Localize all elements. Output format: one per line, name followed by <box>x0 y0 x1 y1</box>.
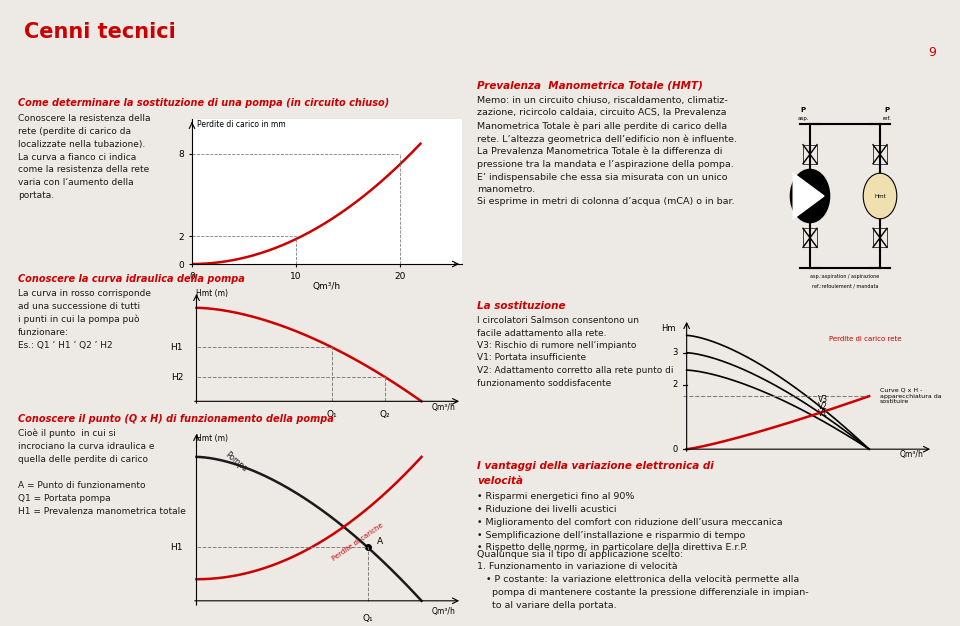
Text: V2: V2 <box>818 403 828 411</box>
Text: Curve Q x H -
apparecchiatura da
sostituire: Curve Q x H - apparecchiatura da sostitu… <box>880 388 942 404</box>
Text: Qm³/h: Qm³/h <box>431 403 455 412</box>
Text: I circolatori Salmson consentono un
facile adattamento alla rete.
V3: Rischio di: I circolatori Salmson consentono un faci… <box>477 316 674 387</box>
Text: Perdite di carico rete: Perdite di carico rete <box>829 336 901 342</box>
Text: Cenni tecnici: Cenni tecnici <box>24 23 176 43</box>
Text: Perdite di carico in mm: Perdite di carico in mm <box>198 120 286 130</box>
Text: Memo: in un circuito chiuso, riscaldamento, climatiz-
zazione, ricircolo caldaia: Memo: in un circuito chiuso, riscaldamen… <box>477 96 737 207</box>
Text: H1: H1 <box>171 543 183 552</box>
Text: Hmt: Hmt <box>875 193 886 198</box>
Text: Q₂: Q₂ <box>379 410 391 419</box>
Circle shape <box>790 170 829 223</box>
Circle shape <box>863 173 897 219</box>
Text: asp.: asp. <box>797 116 809 121</box>
Text: ref.:refoulement / mandata: ref.:refoulement / mandata <box>812 283 878 288</box>
Text: H2: H2 <box>171 372 183 381</box>
Text: Prevalenza  Manometrica Totale (HMT): Prevalenza Manometrica Totale (HMT) <box>477 81 703 91</box>
Bar <box>803 145 817 164</box>
Bar <box>873 145 887 164</box>
Text: Qm³/h: Qm³/h <box>431 607 455 616</box>
Text: ref.: ref. <box>882 116 892 121</box>
Text: P: P <box>801 106 805 113</box>
Text: 3: 3 <box>672 348 678 357</box>
Text: Hmt (m): Hmt (m) <box>197 289 228 299</box>
Text: 0: 0 <box>672 444 678 454</box>
Text: Qualunque sia il tipo di applicazione scelto:
1. Funzionamento in variazione di : Qualunque sia il tipo di applicazione sc… <box>477 550 808 610</box>
Text: La curva in rosso corrisponde
ad una successione di tutti
i punti in cui la pomp: La curva in rosso corrisponde ad una suc… <box>18 289 151 350</box>
Text: Perdite di cariche: Perdite di cariche <box>331 521 385 562</box>
Text: velocità: velocità <box>477 476 523 486</box>
Text: I vantaggi della variazione elettronica di: I vantaggi della variazione elettronica … <box>477 461 713 471</box>
Text: V3: V3 <box>818 395 828 404</box>
Bar <box>873 228 887 247</box>
Text: V1: V1 <box>818 409 828 418</box>
Text: Conoscere la curva idraulica della pompa: Conoscere la curva idraulica della pompa <box>18 274 245 284</box>
Text: Qm³/h: Qm³/h <box>900 450 924 459</box>
Text: • Risparmi energetici fino al 90%
• Riduzione dei livelli acustici
• Miglioramen: • Risparmi energetici fino al 90% • Ridu… <box>477 492 782 552</box>
Text: H1: H1 <box>171 342 183 352</box>
Polygon shape <box>793 173 824 219</box>
Text: Hmt (m): Hmt (m) <box>197 434 228 443</box>
Text: Conoscere la resistenza della
rete (perdite di carico da
localizzate nella tubaz: Conoscere la resistenza della rete (perd… <box>18 114 151 200</box>
Text: Hm: Hm <box>661 324 676 334</box>
Text: Q₁: Q₁ <box>326 410 337 419</box>
Text: A: A <box>376 537 383 546</box>
Text: asp.:aspiration / aspirazione: asp.:aspiration / aspirazione <box>810 274 879 279</box>
Text: 2: 2 <box>672 381 678 389</box>
Text: P: P <box>884 106 890 113</box>
Bar <box>803 228 817 247</box>
X-axis label: Qm³/h: Qm³/h <box>313 282 341 291</box>
Text: 9: 9 <box>928 46 936 59</box>
Text: Come determinare la sostituzione di una pompa (in circuito chiuso): Come determinare la sostituzione di una … <box>18 98 389 108</box>
Text: Pompa: Pompa <box>224 449 250 473</box>
Text: La sostituzione: La sostituzione <box>477 301 565 311</box>
Text: Q₁: Q₁ <box>362 613 372 623</box>
Text: Conoscere il punto (Q x H) di funzionamento della pompa: Conoscere il punto (Q x H) di funzioname… <box>18 414 334 424</box>
Text: Cioè il punto  in cui si
incrociano la curva idraulica e
quella delle perdite di: Cioè il punto in cui si incrociano la cu… <box>18 429 186 516</box>
